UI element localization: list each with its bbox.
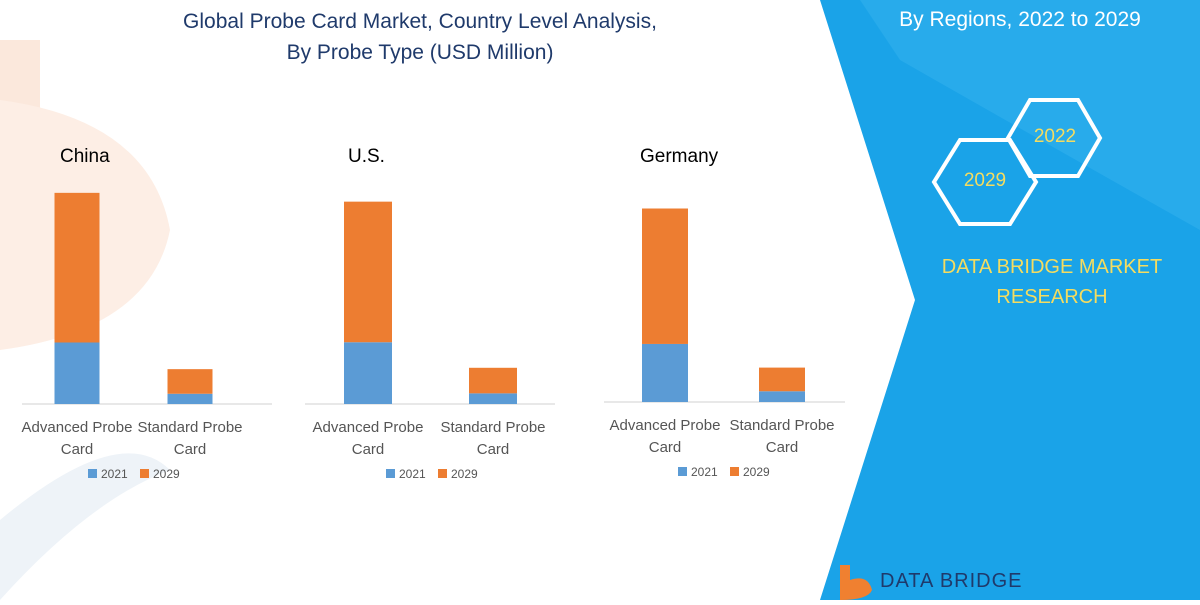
bar-standard-probe-card-2029	[167, 369, 213, 394]
category-label: Standard Probe Card	[440, 419, 545, 458]
region-title: By Regions, 2022 to 2029	[899, 8, 1141, 31]
category-label: Advanced Probe Card	[22, 419, 133, 458]
bar-advanced-probe-card-2021	[642, 343, 688, 402]
chart-title-line2: By Probe Type (USD Million)	[286, 41, 554, 64]
watermark-shape-swoosh	[0, 453, 170, 600]
hexagon-2029-icon	[931, 138, 1039, 226]
bar-standard-probe-card-2021	[759, 391, 805, 402]
chart-title-0: China	[60, 146, 110, 167]
bar-advanced-probe-card-2021	[344, 342, 392, 404]
legend-label-2021: 2021	[399, 467, 426, 481]
chart-title-1: U.S.	[348, 146, 385, 167]
category-label: Standard Probe Card	[729, 417, 834, 456]
legend-label-2021: 2021	[101, 467, 128, 481]
legend-label-2021: 2021	[691, 465, 718, 479]
bar-advanced-probe-card-2021	[54, 342, 100, 404]
bar-advanced-probe-card-2029	[54, 192, 100, 343]
legend-swatch-2029	[140, 469, 149, 478]
category-label: Advanced Probe Card	[313, 419, 424, 458]
category-label: Standard Probe Card	[137, 419, 242, 458]
legend-swatch-2021	[88, 469, 97, 478]
hex-label-2022: 2022	[1033, 126, 1077, 147]
bar-advanced-probe-card-2029	[344, 201, 392, 343]
legend-label-2029: 2029	[451, 467, 478, 481]
chart-1: U.S. Advanced Probe Card Standard Probe Card…	[305, 146, 555, 481]
brand-line1: DATA BRIDGE MARKET	[941, 256, 1163, 278]
chart-title-2: Germany	[640, 146, 719, 167]
logo-mark-icon	[840, 565, 872, 600]
chart-title-line1: Global Probe Card Market, Country Level …	[183, 10, 657, 33]
bar-advanced-probe-card-2029	[642, 208, 688, 344]
legend-swatch-2021	[386, 469, 395, 478]
bar-standard-probe-card-2029	[759, 367, 805, 392]
category-label: Advanced Probe Card	[610, 417, 721, 456]
legend-label-2029: 2029	[153, 467, 180, 481]
legend-swatch-2021	[678, 467, 687, 476]
panel-highlight	[860, 0, 1200, 230]
brand-line2: RESEARCH	[996, 286, 1108, 308]
bar-standard-probe-card-2021	[469, 393, 517, 404]
logo-text: DATA BRIDGE	[880, 570, 1023, 592]
bar-standard-probe-card-2029	[469, 367, 517, 394]
legend-label-2029: 2029	[743, 465, 770, 479]
legend-swatch-2029	[438, 469, 447, 478]
hex-label-2029: 2029	[963, 170, 1007, 191]
legend-swatch-2029	[730, 467, 739, 476]
bar-standard-probe-card-2021	[167, 393, 213, 404]
